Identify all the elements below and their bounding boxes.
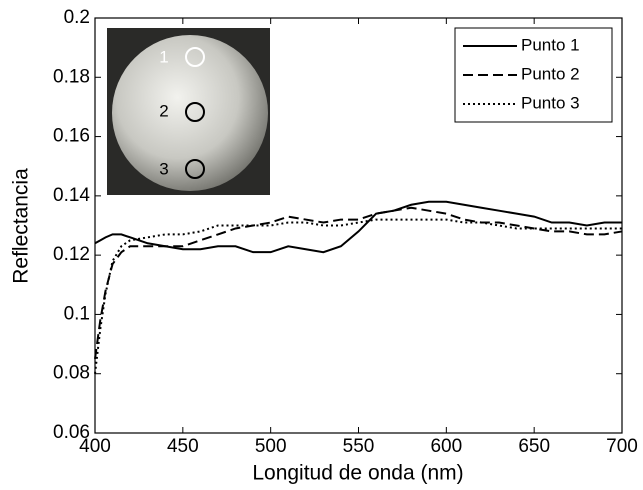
y-tick-label: 0.2: [64, 7, 90, 28]
point-circle: [185, 102, 205, 122]
x-tick-label: 650: [518, 436, 550, 457]
inset-label: 2: [159, 101, 168, 120]
x-tick-label: 700: [606, 436, 638, 457]
legend-label: Punto 2: [521, 64, 580, 83]
legend-label: Punto 3: [521, 93, 580, 112]
inset-photo: 1 2 3: [107, 28, 270, 195]
sphere: [112, 35, 268, 191]
x-axis-label: Longitud de onda (nm): [252, 462, 463, 485]
series-line: [94, 200, 622, 254]
y-tick-label: 0.12: [53, 244, 90, 265]
point-circle: [185, 159, 205, 179]
y-axis-label: Reflectancia: [10, 168, 33, 284]
y-tick-label: 0.16: [53, 126, 90, 147]
x-tick-label: 400: [79, 436, 111, 457]
x-tick-label: 500: [255, 436, 287, 457]
inset-label: 1: [159, 47, 168, 66]
x-tick-label: 450: [167, 436, 199, 457]
x-tick-label: 550: [343, 436, 375, 457]
y-tick-label: 0.14: [53, 185, 90, 206]
x-tick-label: 600: [430, 436, 462, 457]
series-line: [94, 206, 623, 360]
point-circle: [185, 47, 205, 67]
inset-label: 3: [159, 159, 168, 178]
y-tick-label: 0.08: [53, 363, 90, 384]
series-line: [94, 218, 622, 374]
y-tick-label: 0.18: [53, 66, 90, 87]
legend-label: Punto 1: [521, 35, 580, 54]
y-tick-label: 0.06: [53, 422, 90, 443]
y-tick-label: 0.1: [64, 303, 90, 324]
